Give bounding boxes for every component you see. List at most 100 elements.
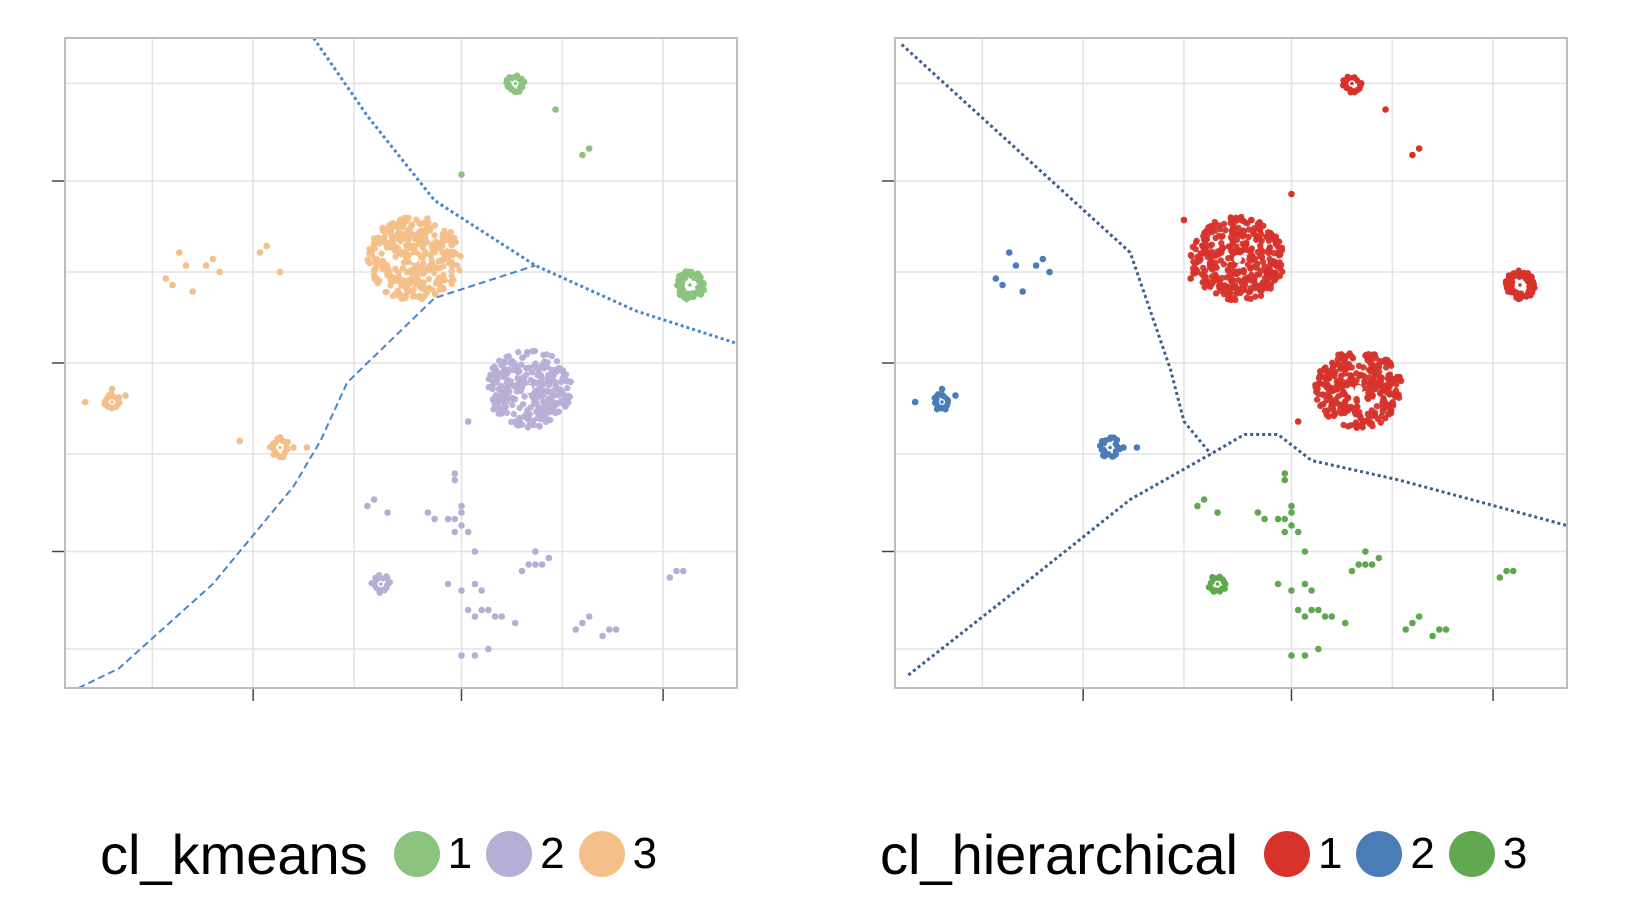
data-point [1202, 273, 1209, 280]
data-point [1258, 282, 1265, 289]
data-point [1247, 284, 1254, 292]
data-point [532, 548, 539, 555]
data-point [530, 391, 537, 398]
panel-hierarchical [882, 37, 1568, 701]
data-point [1261, 515, 1268, 523]
data-point [1301, 548, 1309, 555]
data-point [450, 248, 457, 256]
data-point [1362, 352, 1369, 359]
legend-label: 1 [1317, 829, 1343, 878]
data-point [1199, 279, 1206, 286]
data-point [1321, 407, 1329, 414]
data-point [413, 216, 420, 223]
data-point [572, 626, 580, 633]
data-point [1315, 390, 1322, 398]
data-point [1509, 567, 1517, 575]
data-point [1436, 626, 1443, 633]
data-point [1362, 561, 1369, 568]
data-point [1265, 249, 1273, 257]
data-point [407, 223, 415, 230]
data-point [419, 279, 426, 287]
cluster-center-point [524, 385, 533, 393]
data-point [189, 288, 196, 295]
data-point [1409, 151, 1416, 159]
data-point [1223, 274, 1231, 281]
data-point [390, 233, 397, 240]
data-point [1254, 509, 1262, 516]
data-point [431, 249, 439, 256]
data-point [1371, 351, 1378, 359]
data-point [1382, 106, 1389, 113]
data-point [1301, 580, 1309, 588]
data-point [419, 285, 427, 293]
data-point [1220, 261, 1228, 268]
data-point [440, 276, 448, 284]
data-point [543, 387, 551, 394]
data-point [938, 385, 946, 393]
data-point [1244, 220, 1251, 227]
data-point [553, 399, 560, 407]
data-point [1415, 613, 1423, 620]
data-point [679, 567, 687, 575]
data-point [1222, 227, 1229, 234]
data-point [1386, 391, 1393, 398]
data-point [1381, 358, 1388, 366]
data-point [992, 275, 1000, 282]
data-point [449, 241, 456, 248]
data-point [451, 515, 459, 523]
data-point [1253, 264, 1260, 271]
data-point [426, 263, 433, 270]
data-point [110, 400, 114, 404]
legend-item: 2 [486, 829, 565, 879]
data-point [1187, 275, 1194, 282]
data-point [411, 245, 418, 252]
data-point [404, 245, 411, 253]
data-point [536, 380, 543, 388]
data-point [1301, 652, 1309, 659]
data-point [471, 548, 479, 555]
data-point [1362, 548, 1369, 555]
data-point [1220, 220, 1228, 228]
data-point [420, 270, 427, 277]
plot-border [64, 37, 738, 689]
data-point [1342, 359, 1350, 367]
data-point [1222, 287, 1229, 294]
data-point [263, 242, 270, 250]
data-point [1220, 578, 1228, 585]
data-point [488, 383, 496, 390]
data-point [448, 235, 455, 243]
data-point [1271, 277, 1278, 284]
data-point [426, 227, 433, 234]
data-point [517, 387, 525, 395]
legend-item: 1 [393, 829, 472, 879]
data-point [81, 398, 89, 406]
legend-swatch [1263, 831, 1310, 877]
data-point [1340, 352, 1347, 360]
data-point [464, 606, 472, 614]
data-point [1323, 384, 1331, 391]
data-point [1250, 254, 1257, 262]
data-point [456, 267, 463, 274]
data-point [1288, 522, 1295, 529]
data-point [1360, 364, 1367, 371]
data-point [1325, 389, 1332, 396]
data-point [579, 619, 586, 627]
data-point [1267, 285, 1274, 292]
data-point [531, 400, 539, 407]
data-point [1281, 476, 1289, 484]
data-point [1247, 247, 1254, 254]
data-point [427, 252, 434, 259]
legend-title: cl_hierarchical [880, 822, 1238, 886]
data-point [515, 348, 522, 356]
data-point [666, 574, 674, 581]
data-point [1114, 443, 1121, 450]
data-point [503, 409, 511, 417]
data-point [1288, 509, 1295, 516]
data-point [1322, 364, 1329, 371]
data-point [1204, 248, 1211, 256]
data-point [562, 371, 570, 378]
data-point [403, 268, 410, 276]
data-point [1358, 80, 1365, 87]
data-point [412, 262, 419, 269]
data-point [406, 287, 413, 295]
